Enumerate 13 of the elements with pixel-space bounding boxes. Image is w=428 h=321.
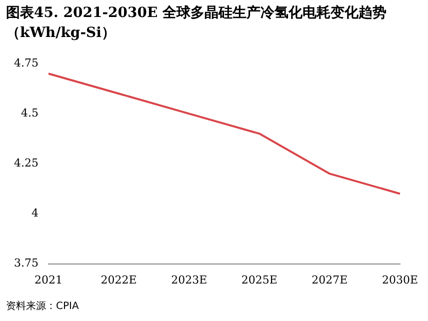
x-tick-label: 2025E	[241, 273, 278, 286]
x-tick-label: 2030E	[382, 273, 418, 286]
y-tick-label: 3.75	[14, 256, 38, 270]
x-tick-label: 2027E	[312, 273, 348, 286]
y-tick-label: 4	[31, 206, 38, 220]
x-tick-label: 2023E	[171, 273, 208, 286]
y-tick-label: 4.75	[14, 56, 38, 70]
x-tick-label: 2022E	[100, 273, 137, 286]
chart-title: 图表45. 2021-2030E 全球多晶硅生产冷氢化电耗变化趋势（kWh/kg-Si）	[5, 4, 388, 43]
y-tick-label: 4.5	[20, 106, 38, 120]
text: 资料来源：CPIA	[5, 300, 80, 313]
x-tick-label: 2021	[34, 273, 62, 286]
y-tick-label: 4.25	[14, 156, 38, 170]
